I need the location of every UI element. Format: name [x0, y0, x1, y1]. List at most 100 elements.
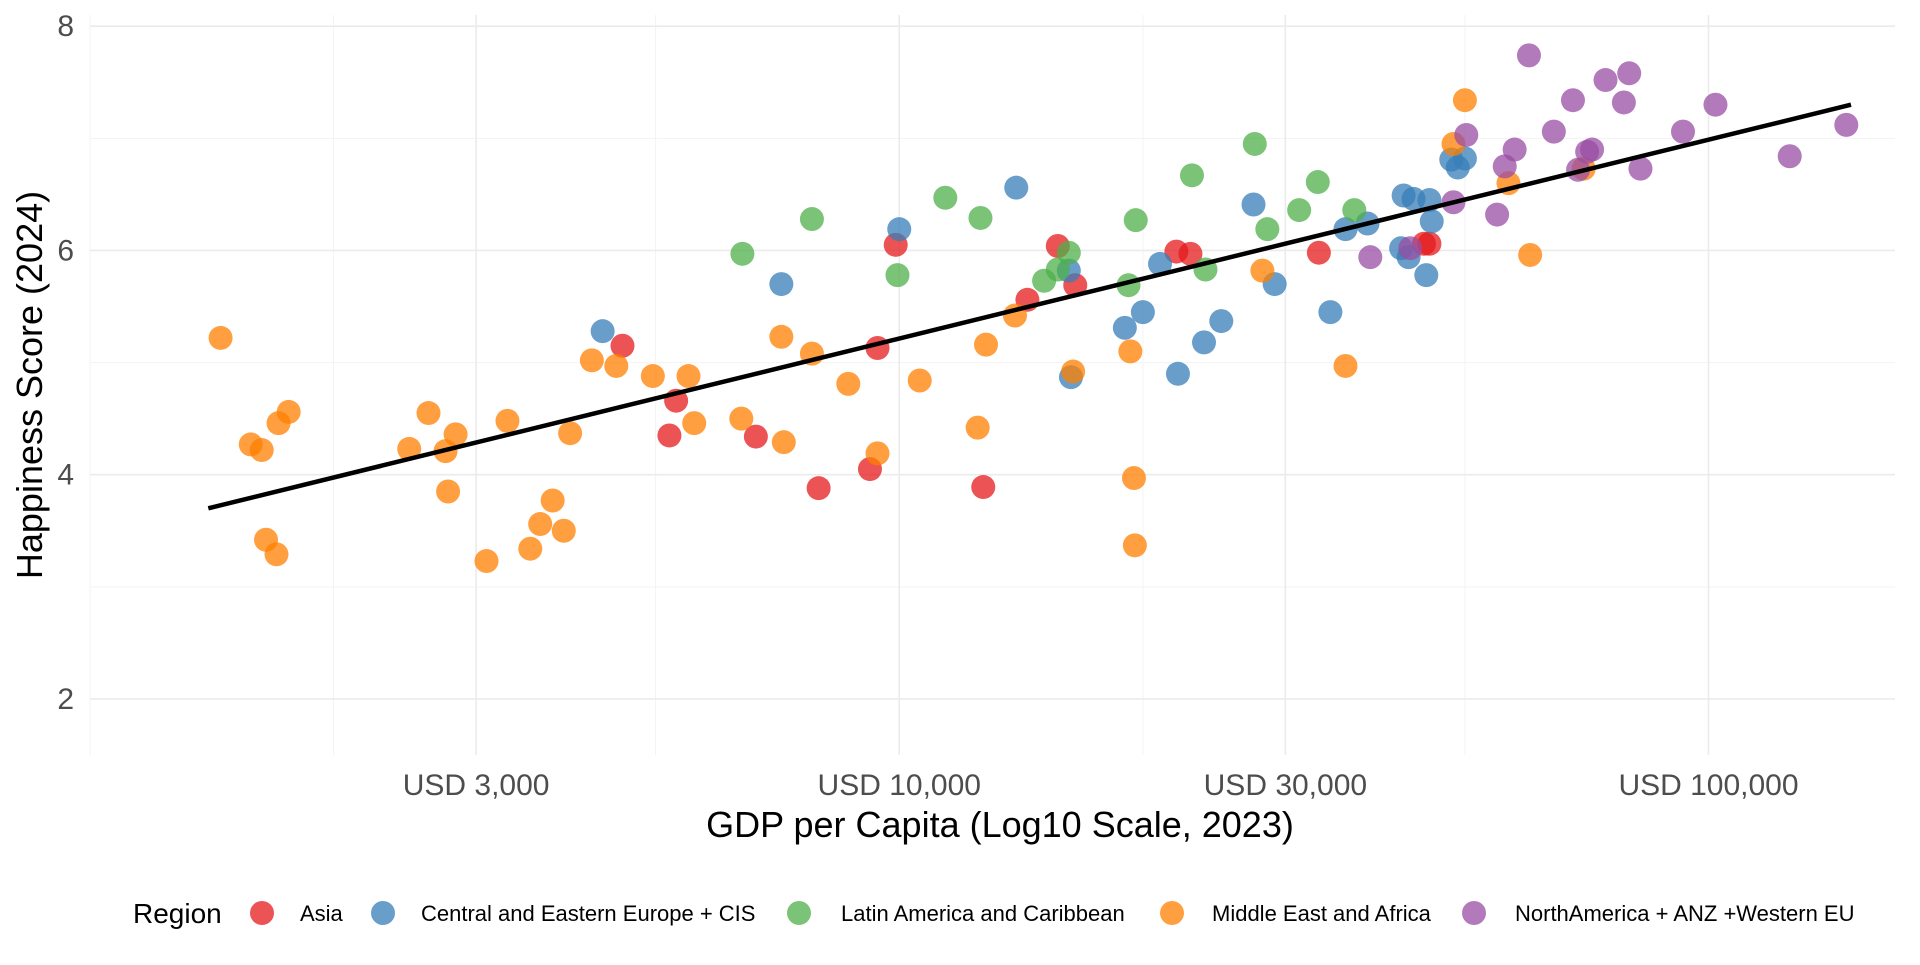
grid [89, 15, 1895, 755]
legend-label: Central and Eastern Europe + CIS [421, 901, 755, 926]
data-point [1414, 263, 1439, 288]
data-point [836, 371, 861, 396]
data-point [933, 185, 958, 210]
legend: Region Asia Central and Eastern Europe + C… [133, 898, 1855, 929]
data-point [1179, 163, 1204, 188]
data-point [971, 475, 996, 500]
data-point [1516, 43, 1541, 68]
data-point [1541, 119, 1566, 144]
legend-label: NorthAmerica + ANZ +Western EU [1515, 901, 1855, 926]
data-points [208, 43, 1859, 574]
data-point [590, 319, 615, 344]
x-axis-title: GDP per Capita (Log10 Scale, 2023) [706, 804, 1294, 845]
data-point [1342, 198, 1367, 223]
data-point [743, 424, 768, 449]
data-point [249, 438, 274, 463]
data-point [1112, 315, 1137, 340]
data-point [730, 241, 755, 266]
data-point [551, 518, 576, 543]
legend-label: Asia [300, 901, 344, 926]
y-tick-label: 8 [57, 10, 74, 43]
legend-label: Middle East and Africa [1212, 901, 1432, 926]
x-tick-label: USD 10,000 [818, 769, 981, 802]
x-tick-label: USD 30,000 [1204, 769, 1367, 802]
data-point [518, 536, 543, 561]
data-point [974, 332, 999, 357]
data-point [443, 422, 468, 447]
y-tick-label: 2 [57, 683, 74, 716]
data-point [604, 353, 629, 378]
data-point [771, 430, 796, 455]
data-point [682, 411, 707, 436]
legend-title: Region [133, 898, 222, 929]
data-point [676, 364, 701, 389]
data-point [1703, 92, 1728, 117]
trend-line [207, 102, 1852, 511]
x-tick-label: USD 3,000 [403, 769, 550, 802]
data-point [1118, 339, 1143, 364]
data-point [1287, 198, 1312, 223]
data-point [1417, 231, 1442, 256]
data-point [729, 406, 754, 431]
legend-marker [1462, 901, 1486, 925]
data-point [1485, 202, 1510, 227]
data-point [1056, 240, 1081, 265]
data-point [1004, 175, 1029, 200]
data-point [1121, 466, 1146, 491]
data-point [1502, 137, 1527, 162]
data-point [1250, 258, 1275, 283]
data-point [1560, 88, 1585, 113]
data-point [1419, 209, 1444, 234]
data-point [1777, 144, 1802, 169]
data-point [495, 408, 520, 433]
data-point [887, 217, 912, 242]
data-point [1165, 361, 1190, 386]
data-point [640, 364, 665, 389]
data-point [1192, 330, 1217, 355]
data-point [1255, 217, 1280, 242]
y-tick-label: 4 [57, 459, 74, 492]
data-point [1148, 251, 1173, 276]
data-point [1518, 242, 1543, 267]
data-point [885, 263, 910, 288]
data-point [1454, 122, 1479, 147]
data-point [1611, 90, 1636, 115]
data-point [1178, 241, 1203, 266]
data-point [397, 436, 422, 461]
data-point [965, 415, 990, 440]
data-point [799, 207, 824, 232]
data-point [968, 205, 993, 230]
axes: USD 3,000 USD 10,000 USD 30,000 USD 100,000… [57, 10, 1798, 802]
data-point [1628, 156, 1653, 181]
data-point [1061, 359, 1086, 384]
data-point [769, 272, 794, 297]
data-point [276, 399, 301, 424]
data-point [1617, 61, 1642, 86]
data-point [1130, 300, 1155, 325]
data-point [1241, 192, 1266, 217]
legend-marker [787, 901, 811, 925]
data-point [1305, 170, 1330, 195]
data-point [1834, 112, 1859, 137]
data-point [1209, 309, 1234, 334]
data-point [806, 476, 831, 501]
data-point [558, 421, 583, 446]
data-point [579, 348, 604, 373]
data-point [436, 479, 461, 504]
data-point [1122, 533, 1147, 558]
data-point [657, 423, 682, 448]
data-point [528, 512, 553, 537]
data-point [1242, 131, 1267, 156]
legend-marker [1160, 901, 1184, 925]
data-point [1123, 208, 1148, 233]
data-point [540, 488, 565, 513]
data-point [1593, 68, 1618, 93]
data-point [865, 441, 890, 466]
data-point [416, 401, 441, 426]
data-point [264, 542, 289, 567]
data-point [1580, 137, 1605, 162]
data-point [208, 325, 233, 350]
data-point [1358, 245, 1383, 270]
data-point [1398, 236, 1423, 261]
